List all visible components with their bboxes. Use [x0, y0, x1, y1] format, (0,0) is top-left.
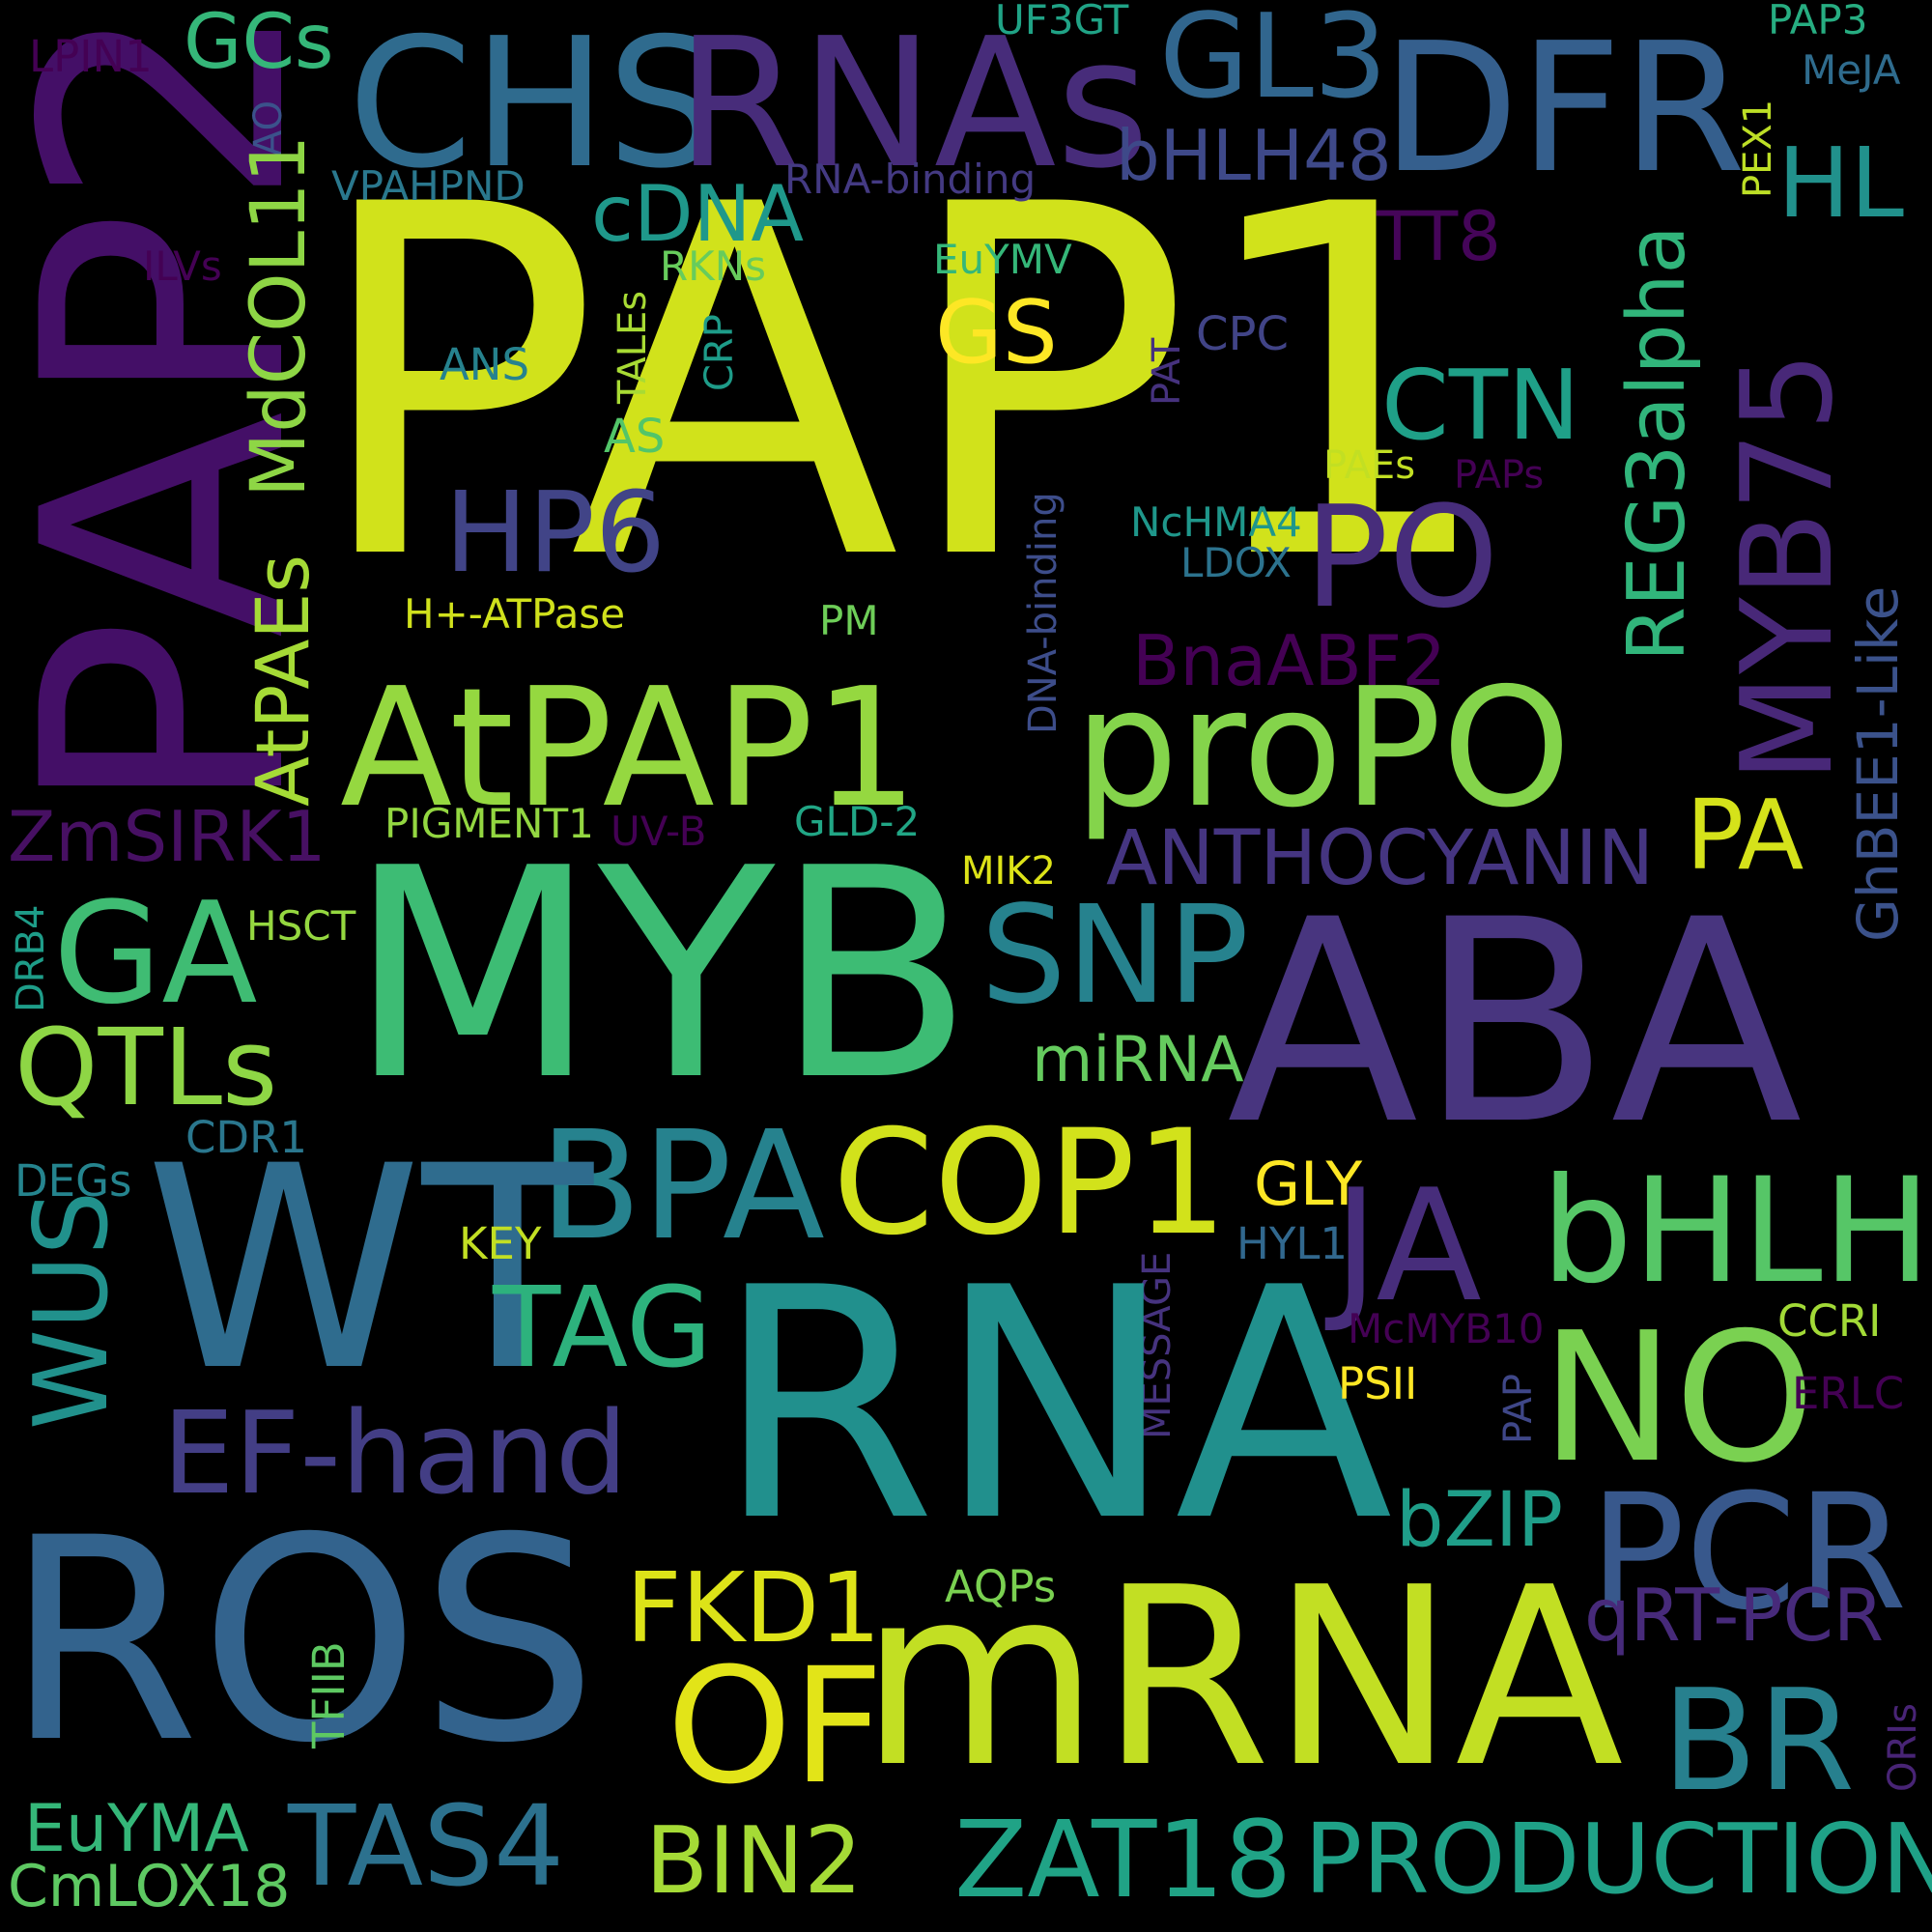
word-gcs: GCs — [184, 0, 334, 86]
word-uf3gt: UF3GT — [995, 0, 1129, 43]
word-gl3: GL3 — [1159, 0, 1388, 125]
word-ldox: LDOX — [1180, 539, 1292, 586]
word-ccri: CCRI — [1777, 1295, 1882, 1347]
word-of: OF — [667, 1634, 884, 1819]
word-no: NO — [1541, 1293, 1816, 1502]
word-degs: DEGs — [14, 1155, 132, 1207]
word-mirna: miRNA — [1032, 1024, 1244, 1096]
word-nchma4: NcHMA4 — [1130, 498, 1302, 546]
word-cpc: CPC — [1196, 307, 1289, 361]
word-po: PO — [1304, 476, 1499, 639]
word-bin2: BIN2 — [645, 1808, 863, 1915]
word-chs: CHS — [348, 0, 721, 208]
word-tt8: TT8 — [1377, 197, 1501, 276]
word-ghbee1-like: GhBEE1-Like — [1845, 585, 1911, 942]
word-hsct: HSCT — [246, 902, 356, 950]
word-bzip: bZIP — [1396, 1477, 1563, 1564]
word-euymv: EuYMV — [933, 236, 1072, 283]
word-zat18: ZAT18 — [954, 1798, 1293, 1921]
word-tas4: TAS4 — [288, 1782, 565, 1912]
word-pcr: PCR — [1589, 1460, 1908, 1645]
word-bhlh: bHLH — [1541, 1148, 1932, 1316]
word-paes: PAEs — [1323, 443, 1416, 488]
word-uv-b: UV-B — [611, 808, 707, 855]
word-myb: MYB — [348, 807, 974, 1144]
word-myb75: MYB75 — [1714, 351, 1861, 782]
word-pap: PAP — [1496, 1373, 1541, 1444]
word-snp: SNP — [980, 877, 1250, 1035]
word-pex1: PEX1 — [1736, 99, 1780, 198]
word-mrna: mRNA — [860, 1535, 1624, 1822]
word-ja: JA — [1333, 1155, 1482, 1336]
word-reg3alpha: REG3alpha — [1611, 225, 1703, 662]
word-tales: TALEs — [611, 290, 655, 404]
word-drb4: DRB4 — [9, 904, 53, 1012]
word-ctn: CTN — [1381, 349, 1580, 462]
word-rna-binding: RNA-binding — [784, 156, 1037, 203]
word-ros: ROS — [5, 1479, 598, 1804]
word-ans: ANS — [440, 339, 530, 390]
word-bpa: BPA — [539, 1098, 825, 1273]
word-key: KEY — [459, 1218, 542, 1269]
word-ef-hand: EF-hand — [162, 1386, 628, 1520]
word-lpin1: LPIN1 — [29, 31, 153, 82]
word-wus: WUS — [13, 1190, 130, 1430]
word-qrt-pcr: qRT-PCR — [1584, 1573, 1884, 1658]
word-pigment1: PIGMENT1 — [384, 800, 594, 847]
word-br: BR — [1662, 1660, 1856, 1823]
word-zmsirk1: ZmSIRK1 — [8, 796, 327, 877]
word-tfiib: TFIIB — [303, 1641, 355, 1748]
word-pap3: PAP3 — [1768, 0, 1868, 43]
word-pa: PA — [1686, 779, 1804, 892]
word-gs: GS — [935, 282, 1058, 384]
word-cdna: cDNA — [591, 169, 805, 259]
word-meja: MeJA — [1802, 46, 1901, 94]
word-ilvs: ILVs — [143, 242, 222, 290]
word-production: PRODUCTION — [1304, 1803, 1932, 1916]
word-euyma: EuYMA — [24, 1791, 249, 1867]
word-anthocyanin: ANTHOCYANIN — [1106, 815, 1655, 902]
word-atpap1: AtPAP1 — [340, 653, 919, 844]
word-fkd1: FKD1 — [626, 1551, 881, 1664]
word-bnaabf2: BnaABF2 — [1132, 620, 1447, 701]
word-hl: HL — [1777, 127, 1904, 240]
word-crp: CRP — [697, 314, 742, 391]
word-oris: ORIs — [1881, 1703, 1925, 1792]
word-pat: PAT — [1145, 337, 1189, 406]
word-cdr1: CDR1 — [185, 1112, 307, 1163]
word-hp6: HP6 — [444, 469, 666, 598]
word-pm: PM — [819, 597, 879, 644]
word-ga: GA — [53, 872, 258, 1036]
word-wt: WT — [145, 1107, 593, 1433]
word-mik2: MIK2 — [961, 849, 1056, 894]
word-dfr: DFR — [1381, 4, 1747, 213]
word-aba: ABA — [1227, 861, 1803, 1186]
word-rnas: RNAs — [676, 0, 1150, 208]
word-propo: proPO — [1074, 653, 1572, 844]
word-psii: PSII — [1338, 1358, 1418, 1409]
word-paps: PAPs — [1454, 453, 1545, 497]
word-erlc: ERLC — [1792, 1368, 1905, 1419]
word-cmlox18: CmLOX18 — [8, 1853, 291, 1920]
word-qtls: QTLs — [14, 1006, 278, 1129]
word-dna-binding: DNA-binding — [1021, 492, 1065, 734]
word-gly: GLY — [1254, 1149, 1363, 1219]
word-gld-2: GLD-2 — [794, 798, 921, 845]
word-rkns: RKNs — [660, 242, 767, 290]
word-cop1: COP1 — [833, 1099, 1228, 1267]
word-pap1: PAP1 — [309, 103, 1499, 666]
word-mcmyb10: McMYB10 — [1348, 1305, 1545, 1352]
word-rna: RNA — [715, 1220, 1393, 1591]
word-tag: TAG — [493, 1264, 713, 1393]
word-vpahpnd: VPAHPND — [331, 162, 526, 210]
word-aqps: AQPs — [945, 1561, 1057, 1612]
word-atpaes: AtPAEs — [240, 554, 326, 807]
word-hyl1: HYL1 — [1236, 1218, 1349, 1269]
word-mdcol11: MdCOL11 — [236, 134, 323, 497]
word-h-atpase: H+-ATPase — [404, 590, 626, 638]
word-bhlh48: bHLH48 — [1116, 115, 1392, 196]
word-as: AS — [604, 410, 666, 464]
